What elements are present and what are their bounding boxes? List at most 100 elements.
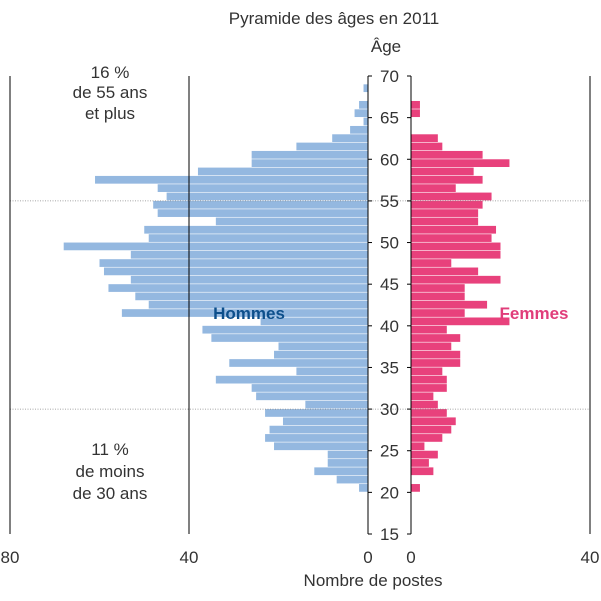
bar-hommes-68 [363, 84, 368, 93]
bar-hommes-59 [251, 159, 368, 167]
x-tick-left: 40 [180, 548, 199, 567]
bar-hommes-58 [197, 167, 368, 176]
bar-hommes-64 [363, 117, 368, 126]
bar-femmes-60 [411, 150, 483, 159]
bar-hommes-60 [251, 150, 368, 159]
bar-femmes-54 [411, 200, 483, 209]
bar-femmes-25 [411, 442, 425, 451]
bar-hommes-31 [256, 392, 368, 401]
bar-femmes-38 [411, 334, 461, 342]
bar-femmes-42 [411, 300, 488, 309]
bar-hommes-46 [103, 267, 368, 276]
bar-femmes-30 [411, 400, 438, 409]
bar-hommes-45 [130, 275, 368, 284]
bar-hommes-48 [130, 250, 368, 259]
x-axis-label: Nombre de postes [304, 571, 443, 590]
bar-femmes-24 [411, 450, 438, 459]
bar-hommes-40 [260, 317, 368, 326]
x-tick-left: 80 [1, 548, 20, 567]
annotation-bottom-line-3: de 30 ans [73, 484, 148, 503]
bar-femmes-55 [411, 192, 492, 201]
y-tick-label: 45 [380, 275, 399, 294]
y-tick-label: 35 [380, 358, 399, 377]
y-tick-label: 25 [380, 442, 399, 461]
bar-hommes-55 [166, 192, 368, 201]
bar-femmes-65 [411, 109, 420, 118]
bar-hommes-36 [274, 350, 368, 359]
bar-hommes-52 [215, 217, 368, 226]
bar-femmes-43 [411, 292, 465, 301]
bar-hommes-47 [99, 259, 368, 267]
series-label-femmes: Femmes [500, 304, 569, 323]
bar-hommes-44 [108, 284, 368, 292]
y-tick-label: 70 [380, 67, 399, 86]
bar-hommes-57 [95, 175, 369, 184]
annotation-top-line-2: de 55 ans [73, 83, 148, 102]
series-label-hommes: Hommes [213, 304, 285, 323]
bar-femmes-61 [411, 142, 443, 151]
bar-femmes-47 [411, 259, 452, 267]
bar-femmes-20 [411, 484, 420, 492]
annotation-bottom-line-1: 11 % [91, 440, 129, 459]
bar-hommes-66 [359, 100, 368, 109]
bar-femmes-56 [411, 184, 456, 192]
bar-femmes-44 [411, 284, 465, 292]
bar-hommes-26 [265, 434, 368, 442]
annotation-top-line-1: 16 % [91, 63, 130, 82]
bar-hommes-61 [296, 142, 368, 151]
y-tick-label: 15 [380, 525, 399, 544]
bar-hommes-38 [211, 334, 368, 342]
bar-femmes-29 [411, 409, 447, 417]
bar-hommes-54 [153, 200, 368, 209]
femmes-bars [411, 100, 510, 492]
bar-femmes-23 [411, 459, 429, 467]
chart-title: Pyramide des âges en 2011 [229, 9, 439, 28]
bar-hommes-29 [265, 409, 368, 417]
bar-femmes-58 [411, 167, 474, 176]
tick-labels: 80 40 0 0 40 15 20 25 30 35 40 45 50 55 60 65 70 [1, 67, 600, 567]
bar-hommes-34 [296, 367, 368, 376]
bar-femmes-51 [411, 225, 497, 234]
bar-femmes-62 [411, 134, 438, 143]
bar-hommes-62 [332, 134, 368, 143]
bar-femmes-33 [411, 375, 447, 384]
bar-femmes-48 [411, 250, 501, 259]
bar-hommes-20 [359, 484, 368, 492]
bar-hommes-56 [157, 184, 368, 192]
bar-femmes-50 [411, 234, 492, 242]
bar-hommes-42 [148, 300, 368, 309]
annotation-bottom-line-2: de moins [76, 462, 145, 481]
y-tick-label: 40 [380, 317, 399, 336]
annotation-top-line-3: et plus [85, 104, 135, 123]
reference-lines [10, 200, 590, 410]
bar-hommes-50 [148, 234, 368, 242]
x-tick-right: 40 [581, 548, 600, 567]
bar-hommes-25 [274, 442, 368, 451]
bar-femmes-41 [411, 309, 465, 317]
bar-hommes-39 [202, 325, 368, 334]
bar-hommes-23 [327, 459, 368, 467]
bar-hommes-24 [327, 450, 368, 459]
hommes-bars [63, 84, 369, 492]
bar-hommes-28 [282, 417, 368, 426]
x-tick-left: 0 [363, 548, 372, 567]
bar-femmes-36 [411, 350, 461, 359]
bar-femmes-66 [411, 100, 420, 109]
bar-hommes-43 [135, 292, 368, 301]
bar-femmes-28 [411, 417, 456, 426]
bar-femmes-34 [411, 367, 443, 376]
bar-femmes-27 [411, 425, 452, 434]
y-tick-label: 65 [380, 109, 399, 128]
bar-hommes-22 [314, 467, 368, 476]
bar-hommes-30 [305, 400, 368, 409]
bar-hommes-37 [278, 342, 368, 351]
y-tick-label: 55 [380, 192, 399, 211]
y-axis-label: Âge [371, 37, 401, 56]
bar-femmes-22 [411, 467, 434, 476]
bar-hommes-27 [269, 425, 368, 434]
bar-hommes-53 [157, 209, 368, 217]
bar-femmes-26 [411, 434, 443, 442]
bar-hommes-32 [251, 384, 368, 392]
y-tick-label: 50 [380, 234, 399, 253]
